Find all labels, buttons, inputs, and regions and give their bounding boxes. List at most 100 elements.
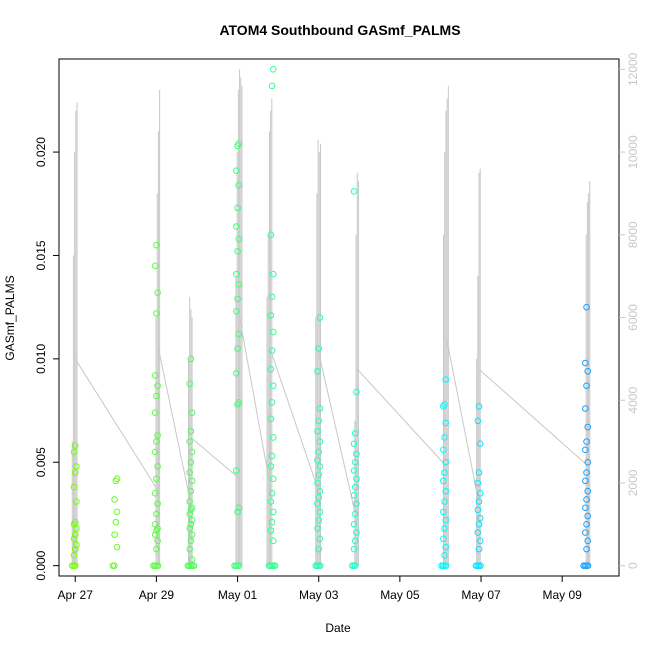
data-point: [314, 500, 321, 507]
data-point: [442, 419, 450, 427]
data-point: [269, 537, 277, 545]
data-point: [442, 487, 450, 495]
y-axis-label: GASmf_PALMS: [3, 275, 17, 360]
data-point: [235, 140, 243, 148]
data-point: [112, 518, 120, 526]
data-point: [71, 442, 79, 450]
data-point: [442, 562, 450, 569]
x-axis-label: Date: [325, 621, 351, 635]
data-point: [583, 496, 590, 503]
data-point: [316, 438, 324, 445]
data-point: [442, 458, 450, 466]
data-point: [271, 562, 279, 569]
data-point: [73, 463, 80, 470]
data-point: [71, 469, 79, 476]
data-point: [475, 545, 483, 553]
data-point: [351, 483, 359, 491]
data-point: [234, 345, 241, 352]
data-point: [440, 446, 447, 454]
data-point: [153, 438, 160, 445]
data-point: [353, 500, 360, 507]
data-point: [187, 537, 195, 545]
data-point: [353, 450, 360, 458]
data-point: [475, 469, 483, 476]
x-tick-label: May 09: [543, 588, 583, 602]
data-point: [235, 235, 243, 243]
y2-tick-label: 12000: [626, 52, 640, 86]
data-point: [316, 508, 324, 516]
data-point: [476, 489, 484, 497]
data-point: [233, 370, 240, 377]
data-point: [268, 489, 276, 497]
data-point: [70, 483, 78, 491]
data-point: [440, 508, 447, 516]
data-point: [351, 562, 359, 569]
data-point: [186, 510, 193, 518]
data-point: [351, 537, 359, 545]
data-point: [476, 514, 484, 522]
data-point: [441, 552, 448, 559]
secondary-connector-line: [478, 368, 589, 467]
data-point: [316, 463, 324, 470]
data-point: [70, 448, 78, 456]
data-point: [233, 467, 240, 474]
data-point: [584, 423, 592, 431]
data-point: [71, 518, 79, 526]
data-point: [186, 525, 193, 532]
data-point: [111, 531, 118, 538]
secondary-connector-line: [74, 358, 159, 492]
data-point: [151, 531, 159, 538]
data-point: [190, 562, 198, 569]
x-tick-label: May 07: [461, 588, 501, 602]
data-point: [153, 545, 160, 553]
secondary-connector-line: [157, 348, 192, 504]
data-point: [350, 440, 358, 447]
x-tick-label: Apr 27: [58, 588, 94, 602]
data-point: [582, 477, 589, 485]
data-point: [350, 188, 358, 195]
data-point: [268, 293, 276, 301]
data-point: [350, 545, 358, 553]
data-point: [315, 448, 323, 456]
data-point: [584, 537, 592, 545]
data-point: [442, 516, 450, 524]
data-point: [235, 398, 243, 406]
data-point: [154, 562, 162, 569]
data-point: [235, 562, 243, 569]
data-point: [315, 516, 323, 524]
x-tick-label: May 03: [299, 588, 339, 602]
data-point: [70, 552, 78, 559]
data-point: [441, 498, 448, 505]
data-point: [314, 456, 321, 464]
data-point: [151, 521, 159, 528]
y-tick-label: 0.020: [34, 137, 48, 167]
data-point: [153, 475, 160, 483]
data-point: [269, 382, 277, 390]
data-point: [267, 231, 275, 239]
data-point: [269, 475, 277, 483]
data-point: [476, 537, 484, 545]
data-point: [234, 508, 241, 516]
connector-lines-layer: [74, 317, 589, 523]
data-point: [153, 310, 160, 317]
data-point: [315, 345, 323, 352]
data-point: [233, 270, 240, 278]
secondary-connector-line: [318, 352, 358, 523]
data-point: [582, 405, 589, 412]
data-point: [269, 508, 277, 516]
data-point: [315, 545, 323, 553]
y2-tick-label: 2000: [626, 469, 640, 496]
data-point: [267, 312, 275, 319]
data-point: [71, 531, 79, 538]
data-point: [441, 469, 448, 476]
data-point: [187, 458, 195, 466]
data-point: [71, 545, 79, 553]
data-point: [111, 562, 118, 569]
data-point: [353, 529, 360, 536]
y-axis: 0.000 0.005 0.010 0.015 0.020: [34, 137, 59, 581]
data-point: [350, 492, 358, 499]
data-point: [314, 367, 321, 375]
data-point: [234, 295, 241, 303]
data-point: [582, 359, 589, 367]
data-point: [474, 506, 482, 514]
